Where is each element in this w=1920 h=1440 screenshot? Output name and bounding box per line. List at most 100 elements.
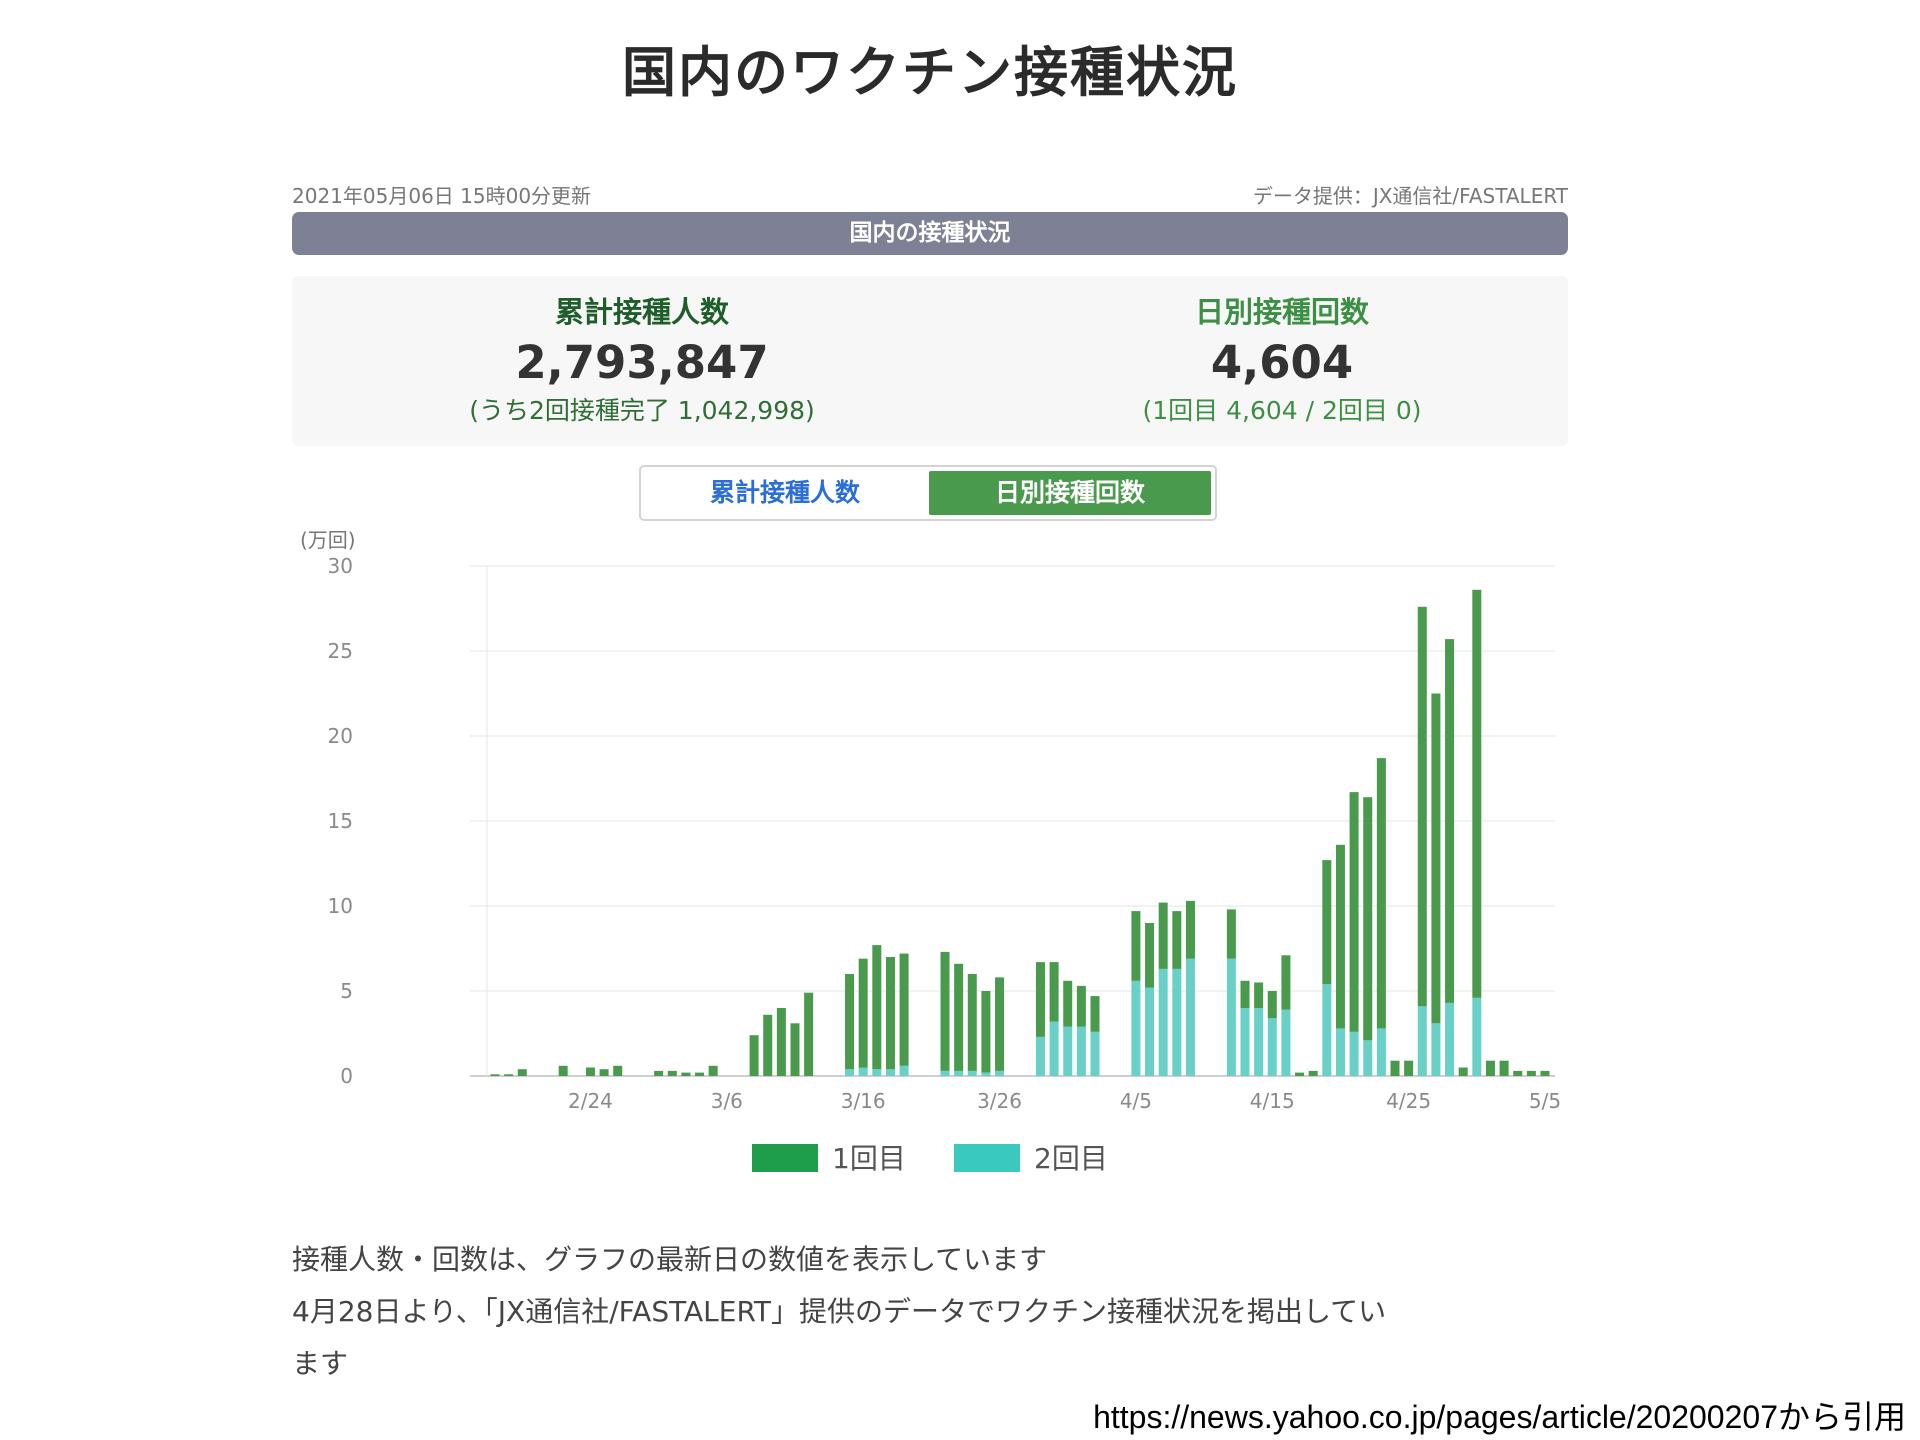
bar-first-dose [558,1065,568,1076]
legend-swatch-first-dose [752,1144,818,1172]
bar-second-dose [1363,1040,1373,1076]
bar-second-dose [858,1067,868,1076]
bar-second-dose [1445,1002,1455,1076]
bar-first-dose [1445,639,1455,1003]
bar-second-dose [1145,987,1155,1076]
daily-vaccination-chart: (万回) 0 5 10 15 20 25 30 2/24 3/6 3/16 3/26 4/5 4/15… [300,528,1561,1175]
bar-first-dose [967,974,977,1071]
x-axis-ticks: 2/24 3/6 3/16 3/26 4/5 4/15 4/25 5/5 [568,1089,1561,1113]
bar-first-dose [1431,693,1441,1024]
x-tick-label: 4/15 [1250,1089,1295,1113]
note-line-2: 4月28日より、「JX通信社/FASTALERT」提供のデータでワクチン接種状況… [292,1295,1387,1328]
bar-second-dose [1240,1008,1250,1076]
bar-second-dose [1376,1028,1386,1076]
bar-second-dose [1431,1023,1441,1076]
bar-first-dose [995,977,1005,1071]
legend-label-first-dose: 1回目 [832,1142,906,1175]
bar-second-dose [1049,1021,1059,1076]
x-tick-label: 5/5 [1529,1089,1561,1113]
bar-first-dose [613,1065,623,1076]
bar-first-dose [790,1023,800,1076]
note-line-3: ます [292,1347,349,1380]
bar-first-dose [1172,911,1182,969]
bar-first-dose [804,992,814,1076]
y-tick-label: 5 [340,979,353,1003]
bar-first-dose [1131,911,1141,981]
bar-first-dose [1390,1060,1400,1076]
bar-second-dose [1472,997,1482,1076]
bar-first-dose [872,945,882,1070]
bar-second-dose [1063,1026,1073,1076]
bar-second-dose [885,1069,895,1076]
cumulative-label: 累計接種人数 [554,295,729,329]
bar-first-dose [667,1070,677,1076]
meta-row: 2021年05月06日 15時00分更新 データ提供：JX通信社/FASTALE… [292,180,1568,210]
updated-timestamp: 2021年05月06日 15時00分更新 [292,184,592,208]
bar-second-dose [872,1069,882,1076]
bar-first-dose [1308,1070,1318,1076]
bar-first-dose [1226,909,1236,959]
y-unit-label: (万回) [300,528,356,552]
bar-second-dose [1281,1009,1291,1076]
bar-first-dose [585,1067,595,1076]
bar-first-dose [695,1072,705,1076]
bar-first-dose [599,1069,609,1076]
page-title: 国内のワクチン接種状況 [622,41,1238,104]
legend-swatch-second-dose [954,1144,1020,1172]
bar-first-dose [1090,996,1100,1032]
bar-first-dose [1076,985,1086,1027]
bar-second-dose [967,1070,977,1076]
bar-second-dose [954,1070,964,1076]
bar-first-dose [1335,844,1345,1029]
bar-first-dose [1267,991,1277,1019]
note-line-1: 接種人数・回数は、グラフの最新日の数値を表示しています [292,1243,1048,1276]
bar-first-dose [763,1014,773,1076]
y-tick-label: 15 [328,809,353,833]
chart-toggle: 累計接種人数 日別接種回数 [639,465,1217,521]
bar-second-dose [1035,1036,1045,1076]
bar-second-dose [981,1072,991,1076]
bar-first-dose [1526,1070,1536,1076]
bar-first-dose [681,1072,691,1076]
bar-second-dose [1349,1031,1359,1076]
bar-first-dose [1049,962,1059,1022]
x-tick-label: 4/5 [1120,1089,1152,1113]
grid-lines [470,565,1555,1077]
bar-first-dose [899,953,909,1066]
daily-sub: (1回目 4,604 / 2回目 0) [1142,396,1422,425]
y-axis-ticks: 0 5 10 15 20 25 30 [328,554,353,1088]
bar-first-dose [1376,758,1386,1029]
bar-first-dose [1185,900,1195,959]
section-title-bar: 国内の接種状況 [292,212,1568,255]
x-tick-label: 3/6 [711,1089,743,1113]
bar-first-dose [1295,1072,1305,1076]
bar-second-dose [1322,984,1332,1076]
bar-first-dose [654,1070,664,1076]
bar-first-dose [1540,1070,1550,1076]
toggle-daily-button[interactable]: 日別接種回数 [929,471,1211,515]
bar-second-dose [995,1070,1005,1076]
y-tick-label: 30 [328,554,353,578]
bar-first-dose [1281,955,1291,1010]
bar-second-dose [1090,1031,1100,1076]
bar-first-dose [1035,962,1045,1037]
y-tick-label: 0 [340,1064,353,1088]
bar-first-dose [940,951,950,1071]
bar-first-dose [1063,980,1073,1027]
daily-label: 日別接種回数 [1194,295,1369,329]
x-tick-label: 4/25 [1386,1089,1431,1113]
bar-second-dose [1335,1028,1345,1076]
bar-first-dose [1363,797,1373,1041]
toggle-cumulative-button[interactable]: 累計接種人数 [709,478,860,507]
bar-first-dose [517,1069,527,1076]
bar-first-dose [1240,980,1250,1008]
y-tick-label: 20 [328,724,353,748]
source-citation: https://news.yahoo.co.jp/pages/article/2… [1093,1399,1906,1435]
cumulative-stat: 累計接種人数 2,793,847 (うち2回接種完了 1,042,998) [382,290,902,430]
legend-label-second-dose: 2回目 [1034,1142,1108,1175]
bar-first-dose [845,974,855,1070]
cumulative-value: 2,793,847 [515,336,769,389]
bar-first-dose [981,991,991,1073]
x-tick-label: 3/16 [841,1089,886,1113]
bar-first-dose [1458,1067,1468,1076]
